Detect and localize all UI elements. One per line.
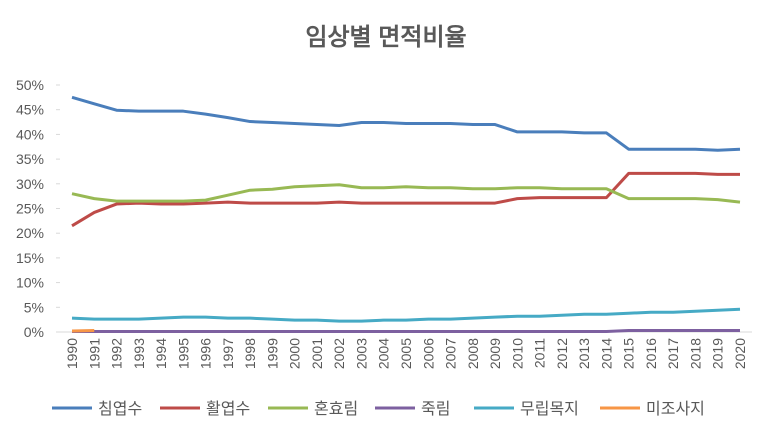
y-tick-label: 0% (24, 324, 44, 340)
x-tick-label: 2004 (376, 338, 392, 369)
y-tick-label: 25% (16, 201, 44, 217)
x-tick-label: 1993 (131, 338, 147, 369)
x-tick-label: 2000 (287, 338, 303, 369)
x-tick-label: 1997 (220, 338, 236, 369)
x-tick-label: 2012 (554, 338, 570, 369)
x-tick-label: 2006 (420, 338, 436, 369)
legend-label: 활엽수 (206, 400, 250, 418)
series-line (71, 95, 741, 152)
x-tick-label: 2020 (732, 338, 748, 369)
x-tick-label: 2003 (353, 338, 369, 369)
x-tick-label: 2014 (598, 338, 614, 369)
x-tick-label: 2010 (509, 338, 525, 369)
legend-label: 침엽수 (98, 400, 142, 418)
y-tick-label: 20% (16, 225, 44, 241)
legend-label: 죽림 (421, 400, 450, 418)
x-tick-label: 2002 (331, 338, 347, 369)
y-tick-label: 45% (16, 102, 44, 118)
x-tick-label: 1999 (264, 338, 280, 369)
x-tick-label: 1990 (64, 338, 80, 369)
legend-label: 미조사지 (646, 400, 705, 418)
x-tick-label: 2005 (398, 338, 414, 369)
y-tick-label: 30% (16, 176, 44, 192)
series-line (72, 329, 740, 334)
x-tick-label: 2015 (621, 338, 637, 369)
x-tick-label: 2016 (643, 338, 659, 369)
series-line (71, 183, 741, 204)
y-tick-label: 15% (16, 250, 44, 266)
x-tick-label: 1992 (109, 338, 125, 369)
x-tick-label: 2001 (309, 338, 325, 369)
x-tick-label: 2017 (665, 338, 681, 369)
y-tick-label: 35% (16, 151, 44, 167)
y-tick-label: 50% (16, 77, 44, 93)
x-tick-label: 2019 (710, 338, 726, 369)
x-tick-label: 2007 (443, 338, 459, 369)
x-tick-label: 2008 (465, 338, 481, 369)
series-line (71, 171, 740, 228)
y-tick-label: 10% (16, 275, 44, 291)
x-tick-label: 1994 (153, 338, 169, 369)
y-tick-label: 40% (16, 126, 44, 142)
x-tick-label: 1995 (175, 338, 191, 369)
series-line (71, 307, 741, 323)
y-tick-label: 5% (24, 299, 44, 315)
x-tick-label: 1991 (86, 338, 102, 369)
x-tick-label: 2013 (576, 338, 592, 369)
x-tick-label: 2018 (687, 338, 703, 369)
legend-label: 무립목지 (520, 400, 579, 418)
x-tick-label: 2009 (487, 338, 503, 369)
x-tick-label: 1998 (242, 338, 258, 369)
chart-title: 임상별 면적비율 (305, 24, 466, 51)
x-tick-label: 2011 (532, 338, 548, 368)
x-tick-label: 1996 (198, 338, 214, 369)
legend-label: 혼효림 (314, 400, 358, 418)
